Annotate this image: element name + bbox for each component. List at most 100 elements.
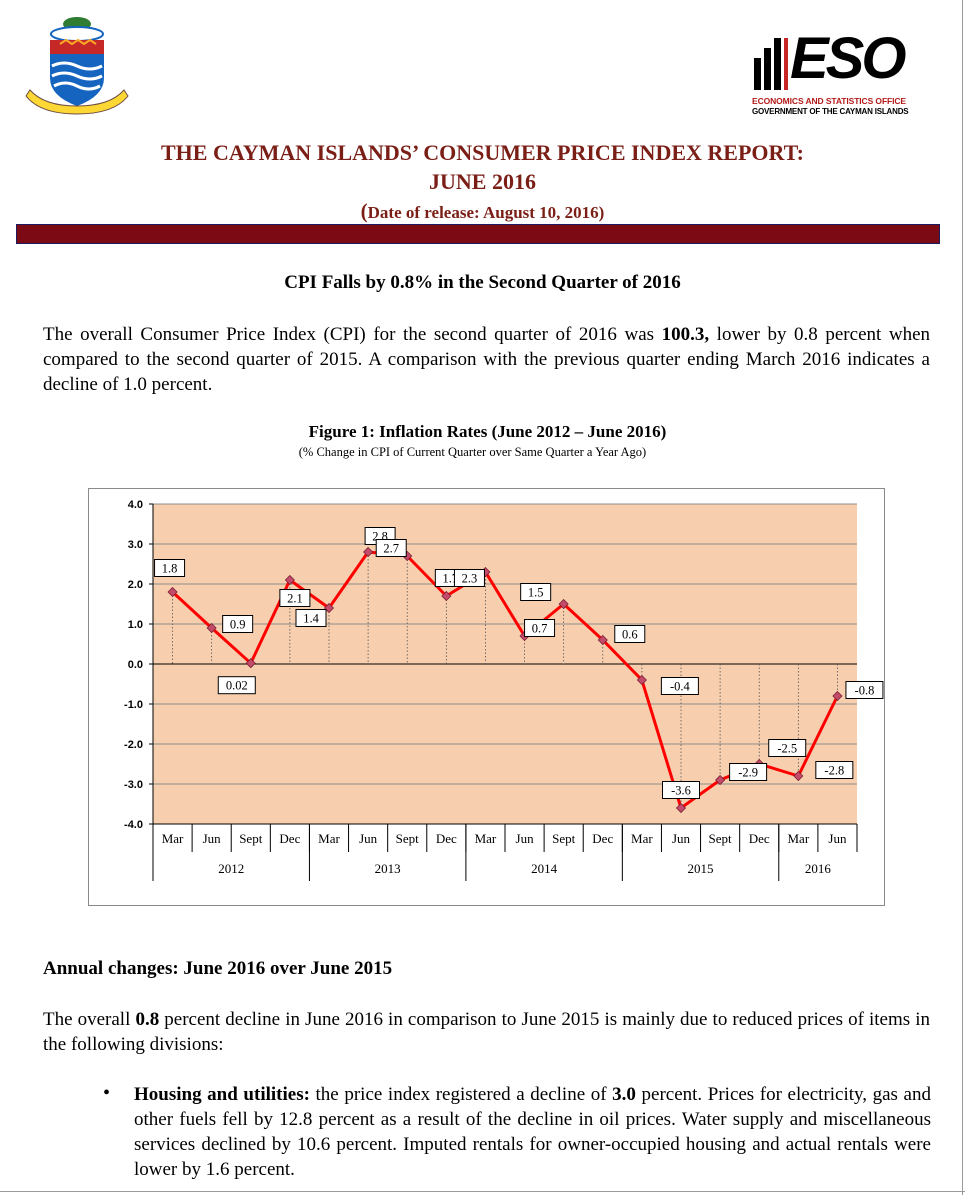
x-tick-label: Dec [436,831,457,846]
data-label: 1.4 [303,612,319,626]
data-label: -2.5 [777,742,797,756]
data-label: 2.1 [287,592,303,606]
eso-logo: ESO ECONOMICS AND STATISTICS OFFICE GOVE… [752,26,912,120]
data-point-marker [793,770,804,782]
data-label-box [729,763,768,781]
data-label-box [768,739,807,757]
x-tick-label: Dec [749,831,770,846]
x-tick-label: Dec [279,831,300,846]
year-label: 2014 [531,861,558,876]
year-label: 2016 [805,861,832,876]
data-label-box [154,559,186,577]
data-point-marker [715,774,726,786]
x-tick-label: Mar [787,831,809,846]
release-paren: ( [360,199,368,223]
data-point-marker [206,622,217,634]
release-date: (Date of release: August 10, 2016) [0,199,965,224]
data-label-box [662,781,700,799]
annual-text: percent decline in June 2016 in comparis… [43,1009,930,1055]
data-label-box [660,677,699,695]
data-label: 2.7 [383,542,399,556]
eso-office-name: ECONOMICS AND STATISTICS OFFICE [752,96,906,106]
data-label-box [375,539,407,557]
data-label-box [845,681,884,699]
x-tick-label: Sept [396,831,420,846]
year-label: 2013 [375,861,401,876]
report-title: THE CAYMAN ISLANDS’ CONSUMER PRICE INDEX… [161,140,804,165]
data-label-box [614,625,646,643]
data-label: 0.9 [230,618,246,632]
bullet-text: percent. Prices for electricity, gas and… [134,1084,931,1180]
y-tick-label: 2.0 [128,579,143,591]
x-tick-label: Mar [631,831,653,846]
x-tick-label: Sept [709,831,733,846]
data-point-marker [597,634,608,646]
x-tick-label: Sept [552,831,576,846]
y-tick-label: 4.0 [128,499,143,511]
data-label-box [217,676,256,695]
housing-decline-value: 3.0 [612,1084,636,1105]
y-tick-label: -4.0 [124,819,143,831]
inflation-line-chart: 4.0 3.0 2.0 1.0 0.0 -1.0 -2.0 -3.0 -4.0 Mar Jun Sep… [124,499,884,881]
figure-subtitle: (% Change in CPI of Current Quarter over… [298,445,647,459]
x-tick-label: Jun [359,831,378,846]
eso-wordmark: ESO [790,26,906,91]
intro-text: The overall Consumer Price Index (CPI) f… [43,324,662,345]
data-label-box [453,569,485,587]
coat-of-arms-logo [25,17,129,115]
annual-changes-heading: Annual changes: June 2016 over June 2015 [43,958,393,979]
release-date-text: Date of release: August 10, 2016) [367,203,605,222]
data-label-box [520,583,552,601]
data-point-marker [832,690,843,702]
y-tick-label: 0.0 [128,659,143,671]
data-label-box [524,619,556,637]
data-point-marker [167,586,178,598]
data-label: -3.6 [671,784,691,798]
annual-paragraph: The overall 0.8 percent decline in June … [43,1007,930,1057]
header-divider-bar [16,224,940,244]
year-label: 2015 [688,861,714,876]
data-point-marker [323,602,335,614]
x-tick-label: Mar [318,831,340,846]
data-label: -0.4 [670,680,691,694]
intro-text: lower by 0.8 percent when compared to th… [43,324,930,395]
data-label: 2.3 [462,572,478,586]
data-point-marker [636,674,647,686]
data-label-box [279,589,311,607]
housing-bullet: Housing and utilities: the price index r… [134,1082,931,1182]
eso-government-name: GOVERNMENT OF THE CAYMAN ISLANDS [752,107,909,116]
data-point-marker [558,598,569,610]
data-label-box [815,761,854,779]
y-tick-label: -1.0 [124,699,143,711]
x-tick-label: Jun [516,831,535,846]
data-label: -0.8 [855,684,875,698]
data-label: 1.5 [528,586,544,600]
year-label: 2012 [218,861,244,876]
data-point-marker [675,802,687,814]
bullet-text: the price index registered a decline of [309,1084,613,1105]
report-period: JUNE 2016 [429,169,536,194]
y-tick-label: 1.0 [128,619,143,631]
section-heading: CPI Falls by 0.8% in the Second Quarter … [284,272,681,293]
y-tick-label: -2.0 [124,739,143,751]
intro-paragraph: The overall Consumer Price Index (CPI) f… [43,322,930,397]
annual-text: The overall [43,1009,136,1030]
y-tick-label: 3.0 [128,539,143,551]
x-tick-label: Mar [475,831,497,846]
bullet-label: Housing and utilities: [134,1084,310,1105]
data-label-box [222,615,254,633]
x-tick-label: Mar [162,831,184,846]
x-tick-label: Jun [203,831,222,846]
bullet-icon: • [103,1082,111,1104]
page-border [0,1191,965,1192]
data-label: 1.8 [162,562,178,576]
data-point-marker [441,590,452,602]
x-tick-label: Jun [828,831,847,846]
data-label: -2.9 [738,766,758,780]
x-tick-label: Jun [672,831,691,846]
page-border [962,0,963,1195]
x-tick-label: Dec [592,831,613,846]
data-point-marker [363,546,374,558]
annual-decline-value: 0.8 [135,1009,160,1030]
data-label: 0.6 [622,628,638,642]
